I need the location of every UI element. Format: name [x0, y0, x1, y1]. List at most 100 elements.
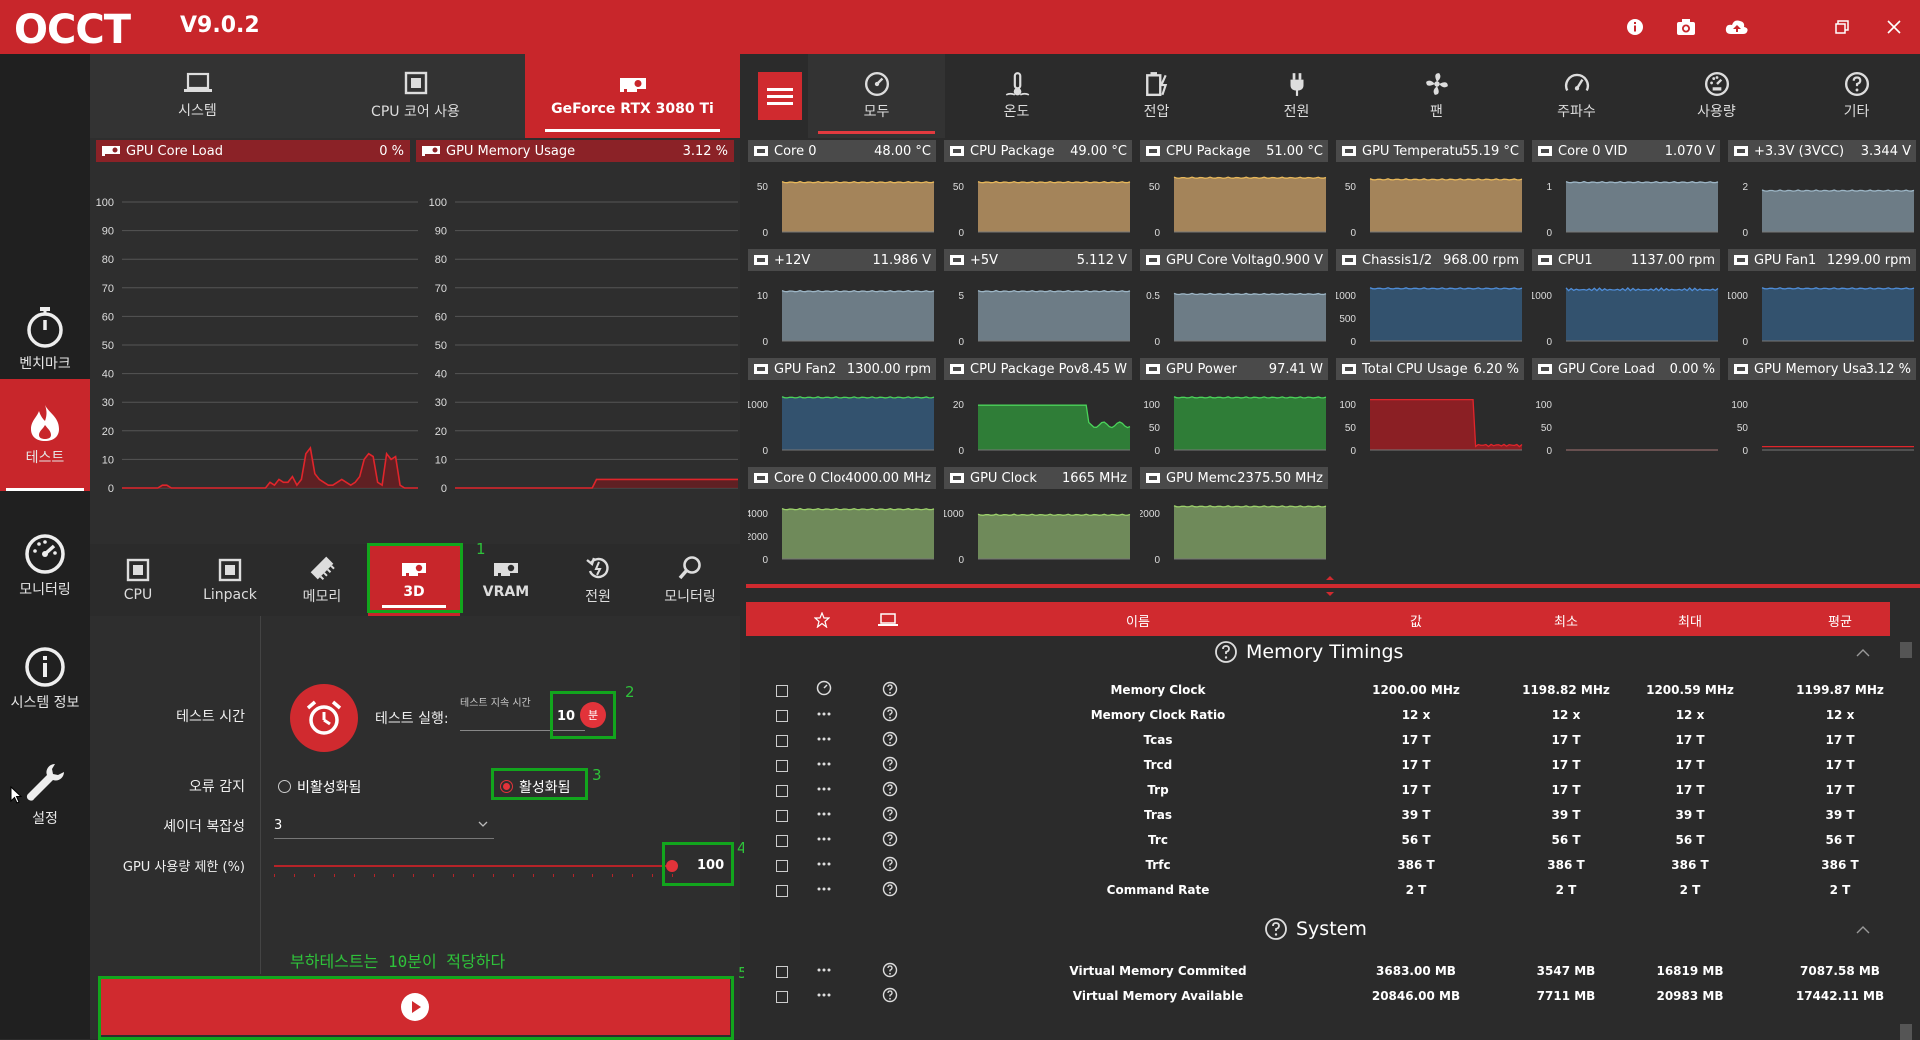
nav-test[interactable]: 테스트 [0, 379, 90, 491]
sensor-tile[interactable]: CPU Package 51.00 °C 50 0 [1140, 140, 1328, 244]
row-checkbox[interactable] [776, 685, 788, 697]
table-row[interactable]: Trfc 386 T 386 T 386 T 386 T [746, 853, 1890, 878]
sensor-tile[interactable]: CPU Package 49.00 °C 50 0 [944, 140, 1132, 244]
table-row[interactable]: Trc 56 T 56 T 56 T 56 T [746, 828, 1890, 853]
sensor-tile[interactable]: GPU Core Voltag 0.900 V 0.5 0 [1140, 249, 1328, 353]
splitter-arrows-icon[interactable] [1325, 574, 1335, 598]
sensor-tile[interactable]: GPU Core Load 0.00 % 100 50 0 [1532, 358, 1720, 462]
nav-settings[interactable]: 설정 [0, 739, 90, 849]
gauge-dial-icon[interactable] [816, 680, 832, 699]
nav-monitoring[interactable]: 모니터링 [0, 511, 90, 621]
sensor-tile[interactable]: CPU Package Pov 8.45 W 20 0 [944, 358, 1132, 462]
help-icon[interactable] [882, 856, 898, 875]
sensor-tile[interactable]: Core 0 48.00 °C 50 0 [748, 140, 936, 244]
tab-category-7[interactable]: 기타 [1788, 54, 1920, 138]
more-icon[interactable] [816, 880, 832, 899]
table-row[interactable]: Virtual Memory Available 20846.00 MB 7711 … [746, 984, 1890, 1009]
sensor-tile[interactable]: GPU Power 97.41 W 100 50 0 [1140, 358, 1328, 462]
laptop-icon[interactable] [878, 613, 898, 627]
row-checkbox[interactable] [776, 735, 788, 747]
tab-category-1[interactable]: 온도 [948, 54, 1085, 138]
nav-benchmark[interactable]: 벤치마크 [0, 284, 90, 394]
row-checkbox[interactable] [776, 710, 788, 722]
camera-icon[interactable] [1672, 13, 1700, 41]
restore-window-icon[interactable] [1828, 13, 1856, 41]
sensor-tile[interactable]: GPU Fan2 1300.00 rpm 1000 0 [748, 358, 936, 462]
row-checkbox[interactable] [776, 760, 788, 772]
table-row[interactable]: Command Rate 2 T 2 T 2 T 2 T [746, 878, 1890, 903]
shader-complexity-select[interactable] [274, 838, 494, 839]
tab-cpu-core-usage[interactable]: CPU 코어 사용 [308, 54, 523, 138]
table-row[interactable]: Trp 17 T 17 T 17 T 17 T [746, 778, 1890, 803]
duration-input[interactable]: 10 [557, 709, 576, 724]
table-row[interactable]: Memory Clock 1200.00 MHz 1198.82 MHz 1200.5… [746, 678, 1890, 703]
sensor-tile[interactable]: +12V 11.986 V 10 0 [748, 249, 936, 353]
tab-vram[interactable]: VRAM [460, 544, 552, 616]
help-icon[interactable] [882, 881, 898, 900]
sensor-tile[interactable]: GPU Temperatu 55.19 °C 50 0 [1336, 140, 1524, 244]
more-icon[interactable] [816, 805, 832, 824]
test-mode-button[interactable] [290, 684, 358, 752]
gpu-limit-slider[interactable] [274, 865, 672, 867]
tab-category-2[interactable]: 전압 [1088, 54, 1225, 138]
star-icon[interactable] [814, 612, 830, 628]
sensor-tile[interactable]: Total CPU Usage 6.20 % 100 50 0 [1336, 358, 1524, 462]
sensor-tile[interactable]: GPU Memory Usa 3.12 % 100 50 0 [1728, 358, 1916, 462]
header-avg[interactable]: 평균 [1828, 615, 1852, 630]
help-icon[interactable] [882, 831, 898, 850]
table-row[interactable]: Virtual Memory Commited 3683.00 MB 3547 MB… [746, 959, 1890, 984]
tab-monitoring[interactable]: 모니터링 [644, 544, 736, 616]
more-icon[interactable] [816, 780, 832, 799]
chevron-up-icon[interactable] [1856, 648, 1870, 658]
close-icon[interactable] [1880, 13, 1908, 41]
more-icon[interactable] [816, 855, 832, 874]
help-icon[interactable] [882, 706, 898, 725]
row-checkbox[interactable] [776, 835, 788, 847]
nav-system-info[interactable]: 시스템 정보 [0, 624, 90, 734]
header-max[interactable]: 최대 [1678, 615, 1702, 630]
row-checkbox[interactable] [776, 991, 788, 1003]
sensor-tile[interactable]: Core 0 Cloc 4000.00 MHz 4000 2000 0 [748, 467, 936, 571]
error-on-radio[interactable] [500, 780, 513, 793]
help-icon[interactable] [882, 756, 898, 775]
tab-memory[interactable]: 메모리 [276, 544, 368, 616]
tab-linpack[interactable]: Linpack [184, 544, 276, 616]
row-checkbox[interactable] [776, 885, 788, 897]
table-row[interactable]: Trcd 17 T 17 T 17 T 17 T [746, 753, 1890, 778]
row-checkbox[interactable] [776, 810, 788, 822]
sensor-tile[interactable]: GPU Fan1 1299.00 rpm 1000 0 [1728, 249, 1916, 353]
section-header[interactable]: System [1264, 917, 1367, 941]
header-value[interactable]: 값 [1410, 615, 1422, 630]
tab-system[interactable]: 시스템 [90, 54, 305, 138]
scrollbar-thumb[interactable] [1900, 1024, 1912, 1040]
more-icon[interactable] [816, 961, 832, 980]
more-icon[interactable] [816, 986, 832, 1005]
help-icon[interactable] [882, 731, 898, 750]
chevron-down-icon[interactable] [478, 820, 488, 828]
help-icon[interactable] [882, 781, 898, 800]
row-checkbox[interactable] [776, 785, 788, 797]
sensor-tile[interactable]: GPU Clock 1665 MHz 1000 0 [944, 467, 1132, 571]
tab-power[interactable]: 전원 [552, 544, 644, 616]
tab-3d[interactable]: 3D [368, 544, 460, 616]
tab-category-5[interactable]: 주파수 [1508, 54, 1645, 138]
duration-unit-button[interactable]: 분 [580, 702, 606, 728]
sensor-tile[interactable]: Chassis1/2 968.00 rpm 1000 500 0 [1336, 249, 1524, 353]
error-off-radio[interactable] [278, 780, 291, 793]
cloud-upload-icon[interactable] [1723, 13, 1751, 41]
header-min[interactable]: 최소 [1554, 615, 1578, 630]
more-icon[interactable] [816, 755, 832, 774]
tab-category-0[interactable]: 모두 [808, 54, 945, 138]
table-row[interactable]: Tcas 17 T 17 T 17 T 17 T [746, 728, 1890, 753]
tab-gpu[interactable]: GeForce RTX 3080 Ti [525, 54, 740, 138]
info-icon[interactable] [1621, 13, 1649, 41]
hamburger-menu-button[interactable] [758, 72, 802, 120]
chevron-up-icon[interactable] [1856, 925, 1870, 935]
table-row[interactable]: Tras 39 T 39 T 39 T 39 T [746, 803, 1890, 828]
help-icon[interactable] [882, 962, 898, 981]
help-icon[interactable] [882, 987, 898, 1006]
more-icon[interactable] [816, 830, 832, 849]
